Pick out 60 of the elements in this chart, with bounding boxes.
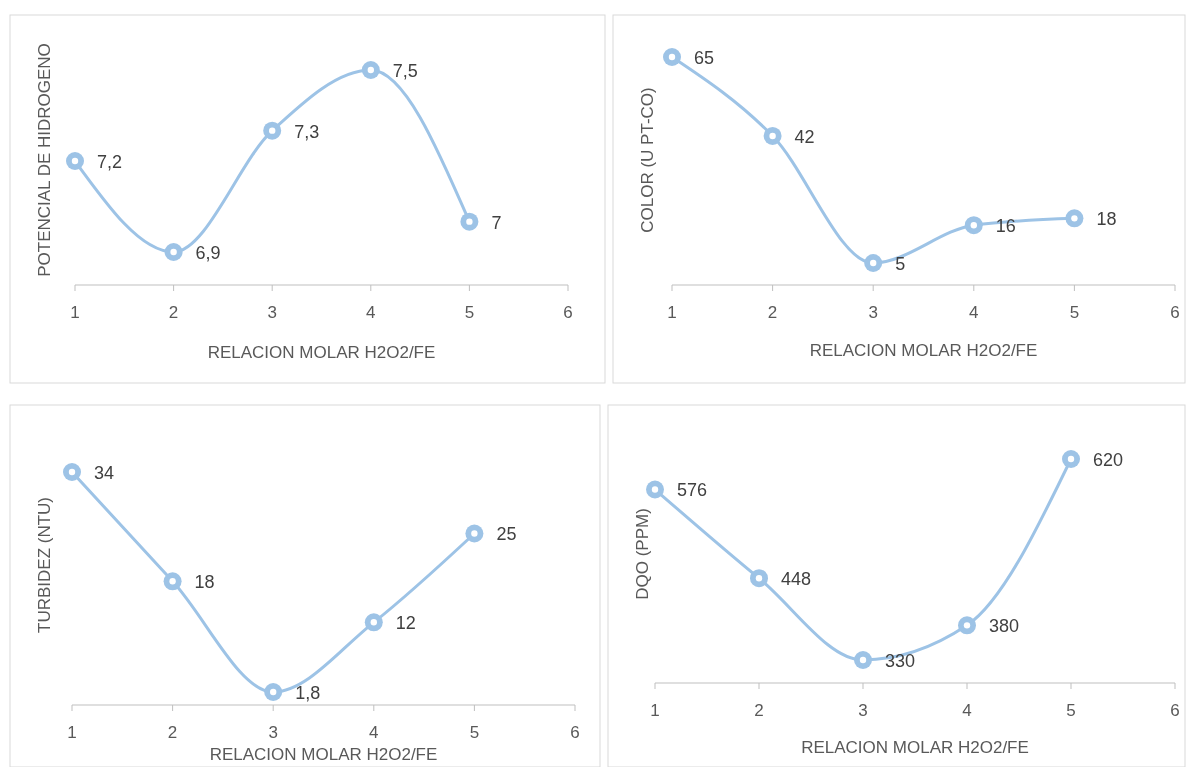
x-tick-label: 2 xyxy=(767,303,778,322)
data-label: 7 xyxy=(491,212,502,233)
point xyxy=(1062,450,1080,468)
x-tick-label: 4 xyxy=(366,303,376,322)
x-tick-label: 4 xyxy=(962,701,972,720)
x-tick-label: 6 xyxy=(1170,303,1180,322)
data-label: 42 xyxy=(794,126,815,147)
data-label: 5 xyxy=(895,254,906,274)
data-label: 12 xyxy=(395,613,416,634)
x-tick-label: 4 xyxy=(969,303,979,322)
x-tick-label: 3 xyxy=(858,701,868,720)
point xyxy=(854,651,872,669)
y-axis-title: POTENCIAL DE HIDROGENO xyxy=(35,43,54,277)
point xyxy=(663,48,681,66)
point xyxy=(964,216,983,235)
x-tick-label: 3 xyxy=(268,723,278,742)
x-tick-label: 2 xyxy=(167,723,178,742)
x-tick-label: 5 xyxy=(464,303,475,322)
point xyxy=(864,254,883,272)
data-label: 330 xyxy=(885,651,916,671)
x-axis-title: RELACION MOLAR H2O2/FE xyxy=(809,341,1038,360)
x-tick-label: 1 xyxy=(650,701,660,720)
x-tick-label: 3 xyxy=(267,303,277,322)
x-tick-label: 6 xyxy=(1170,701,1180,720)
x-axis-title: RELACION MOLAR H2O2/FE xyxy=(209,745,438,764)
x-tick-label: 5 xyxy=(1066,701,1076,720)
y-axis-title: DQO (PPM) xyxy=(633,508,652,600)
point xyxy=(66,152,84,170)
data-label: 620 xyxy=(1093,450,1124,470)
data-label: 34 xyxy=(94,463,115,483)
data-label: 16 xyxy=(995,216,1016,237)
x-tick-label: 6 xyxy=(570,723,580,742)
x-tick-label: 1 xyxy=(67,723,77,742)
data-label: 18 xyxy=(194,572,215,593)
x-tick-label: 3 xyxy=(868,303,878,322)
point xyxy=(63,463,81,481)
x-tick-label: 2 xyxy=(168,303,179,322)
data-label: 18 xyxy=(1096,209,1117,230)
data-label: 1,8 xyxy=(295,683,321,703)
x-axis-title: RELACION MOLAR H2O2/FE xyxy=(207,343,436,362)
data-label: 380 xyxy=(989,616,1020,637)
data-label: 448 xyxy=(781,569,812,590)
y-axis-title: TURBIDEZ (NTU) xyxy=(35,497,54,633)
data-label: 7,2 xyxy=(97,152,123,172)
x-tick-label: 4 xyxy=(369,723,379,742)
x-axis-title: RELACION MOLAR H2O2/FE xyxy=(801,738,1029,757)
x-tick-label: 5 xyxy=(469,723,480,742)
data-label: 6,9 xyxy=(195,243,221,263)
x-tick-label: 6 xyxy=(563,303,573,322)
x-tick-label: 5 xyxy=(1069,303,1080,322)
data-label: 576 xyxy=(677,480,708,501)
data-label: 7,5 xyxy=(392,61,418,81)
data-label: 65 xyxy=(694,48,715,68)
data-label: 7,3 xyxy=(294,121,320,142)
data-label: 25 xyxy=(496,524,517,545)
point xyxy=(750,569,768,588)
x-tick-label: 1 xyxy=(70,303,80,322)
y-axis-title: COLOR (U PT-CO) xyxy=(638,87,657,233)
x-tick-label: 1 xyxy=(667,303,677,322)
x-tick-label: 2 xyxy=(754,701,764,720)
